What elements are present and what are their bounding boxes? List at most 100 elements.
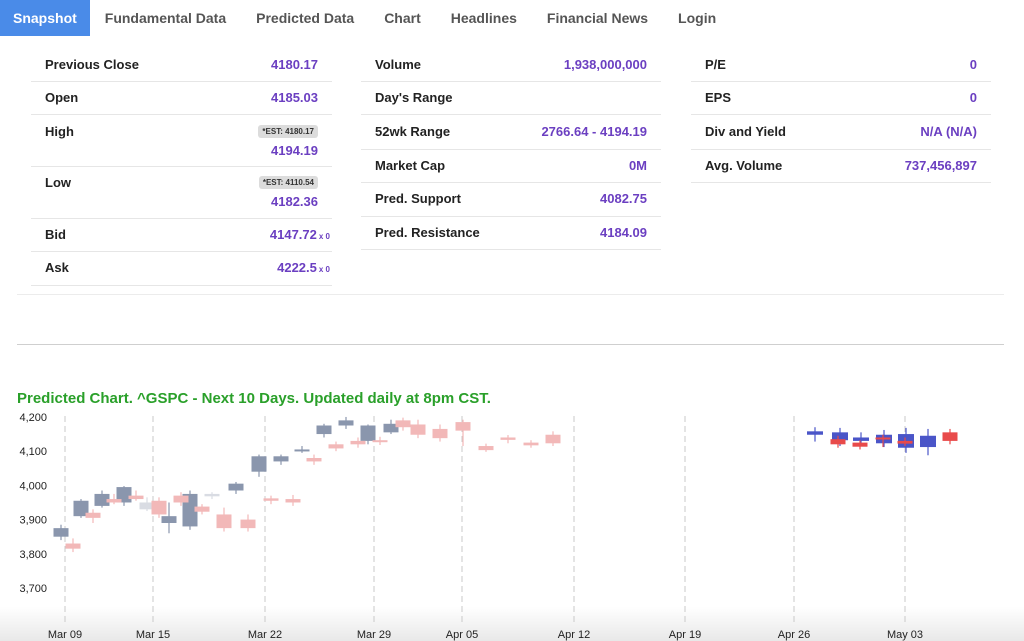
- candle-body: [830, 439, 846, 445]
- section-divider: [17, 344, 1004, 345]
- tab-fundamental-data[interactable]: Fundamental Data: [104, 10, 227, 26]
- y-tick-label: 4,200: [19, 412, 47, 424]
- x-tick-label: Mar 29: [357, 629, 391, 641]
- stat-value-text: 4147.72: [269, 227, 317, 242]
- candle-body: [94, 493, 110, 506]
- stat-label: Volume: [375, 57, 421, 72]
- stat-value-text: 4182.36: [271, 194, 318, 209]
- stat-value: 4185.03: [271, 90, 318, 105]
- stat-row-pred-resistance: Pred. Resistance 4184.09: [361, 216, 661, 250]
- candle-body: [173, 495, 189, 503]
- candle-body: [523, 442, 539, 446]
- stat-label: Bid: [45, 227, 66, 242]
- y-tick-label: 3,800: [19, 549, 47, 561]
- y-tick-label: 3,900: [19, 515, 47, 527]
- estimate-badge: *EST: 4180.17: [258, 125, 318, 138]
- x-tick-label: Apr 12: [558, 629, 590, 641]
- stat-value: 4184.09: [600, 225, 647, 240]
- tab-snapshot[interactable]: Snapshot: [0, 0, 90, 36]
- x-tick-label: May 03: [887, 629, 923, 641]
- stat-label: Pred. Resistance: [375, 225, 480, 240]
- candle-body: [53, 528, 69, 537]
- candle-body: [383, 423, 399, 433]
- candle-body: [853, 437, 869, 441]
- stat-value: 0: [970, 90, 977, 105]
- size-suffix: x 0: [318, 265, 330, 274]
- tab-chart[interactable]: Chart: [384, 10, 421, 26]
- stat-value-text: 4184.09: [600, 225, 647, 240]
- stat-value-text: 0M: [628, 158, 647, 173]
- candle-body: [240, 519, 256, 529]
- stat-value-text: 4185.03: [271, 90, 318, 105]
- stat-value: 4147.72 x 0: [270, 227, 330, 242]
- stat-value: 2766.64 - 4194.19: [541, 124, 647, 139]
- stat-value-text: 0: [969, 57, 977, 72]
- stat-label: EPS: [705, 90, 732, 105]
- stat-value: 737,456,897: [905, 158, 977, 173]
- stat-label: P/E: [705, 57, 726, 72]
- stat-row-eps: EPS 0: [691, 81, 991, 115]
- y-tick-label: 4,000: [19, 480, 47, 492]
- candle-body: [251, 456, 267, 472]
- candle-body: [372, 440, 388, 443]
- stat-value: 4180.17: [271, 57, 318, 72]
- candle-body: [294, 449, 310, 452]
- stat-value: 4082.75: [600, 191, 647, 206]
- x-tick-label: Mar 15: [136, 629, 170, 641]
- chart-footer-shade: [0, 607, 1024, 641]
- stat-value: 4222.5 x 0: [277, 260, 330, 275]
- candle-body: [285, 499, 301, 503]
- y-tick-label: 3,700: [19, 583, 47, 595]
- stat-value-text: 4082.75: [600, 191, 647, 206]
- stat-row-pred-support: Pred. Support 4082.75: [361, 182, 661, 217]
- candle-body: [204, 493, 220, 497]
- stat-label: Market Cap: [375, 158, 446, 173]
- stat-value: 4182.36: [271, 194, 318, 209]
- candle-body: [328, 444, 344, 449]
- stat-label: Low: [45, 175, 71, 190]
- x-tick-label: Apr 19: [669, 629, 701, 641]
- candle-body: [478, 446, 494, 451]
- stat-label: Ask: [45, 260, 69, 275]
- stats-bottom-rule: [17, 294, 1004, 295]
- stat-label: High: [45, 124, 74, 139]
- chart-title: Predicted Chart. ^GSPC - Next 10 Days. U…: [17, 390, 491, 407]
- stat-row-avg-volume: Avg. Volume 737,456,897: [691, 149, 991, 183]
- stat-label: Day's Range: [375, 90, 453, 105]
- candle-body: [807, 431, 823, 435]
- stat-row-volume: Volume 1,938,000,000: [361, 48, 661, 82]
- stat-value-text: 4222.5: [277, 260, 317, 275]
- stat-row-high: High *EST: 4180.17 4194.19: [31, 115, 332, 167]
- candle-body: [395, 420, 411, 428]
- stat-row-market-cap: Market Cap 0M: [361, 149, 661, 183]
- stat-value-text: 0: [969, 90, 977, 105]
- stat-label: Div and Yield: [705, 124, 786, 139]
- candle-body: [852, 442, 868, 447]
- candle-body: [228, 483, 244, 491]
- tab-headlines[interactable]: Headlines: [450, 10, 517, 26]
- candle-body: [306, 458, 322, 462]
- tab-login[interactable]: Login: [678, 10, 717, 26]
- candle-body: [128, 495, 144, 500]
- candle-body: [942, 432, 958, 441]
- prediction-chart: Mar 09 Mar 15 Mar 22 Mar 29 Apr 05 Apr 12 Apr …: [0, 412, 1024, 641]
- candle-body: [410, 424, 426, 435]
- stat-value-text: N/A (N/A): [920, 124, 977, 139]
- stat-row-low: Low *EST: 4110.54 4182.36: [31, 166, 332, 219]
- candle-body: [116, 487, 132, 503]
- x-tick-label: Mar 22: [248, 629, 282, 641]
- tab-financial-news[interactable]: Financial News: [546, 10, 649, 26]
- candle-body: [432, 428, 448, 439]
- stat-label: 52wk Range: [375, 124, 451, 139]
- candle-body: [316, 425, 332, 435]
- stat-value: 0: [970, 57, 977, 72]
- candle-body: [360, 425, 376, 441]
- candle-body: [897, 440, 913, 444]
- candle-body: [875, 437, 891, 440]
- candle-body: [350, 440, 366, 445]
- stat-value: 1,938,000,000: [564, 57, 647, 72]
- candle-body: [161, 516, 177, 524]
- candle-body: [545, 434, 561, 444]
- tab-predicted-data[interactable]: Predicted Data: [256, 10, 355, 26]
- stat-label: Pred. Support: [375, 191, 461, 206]
